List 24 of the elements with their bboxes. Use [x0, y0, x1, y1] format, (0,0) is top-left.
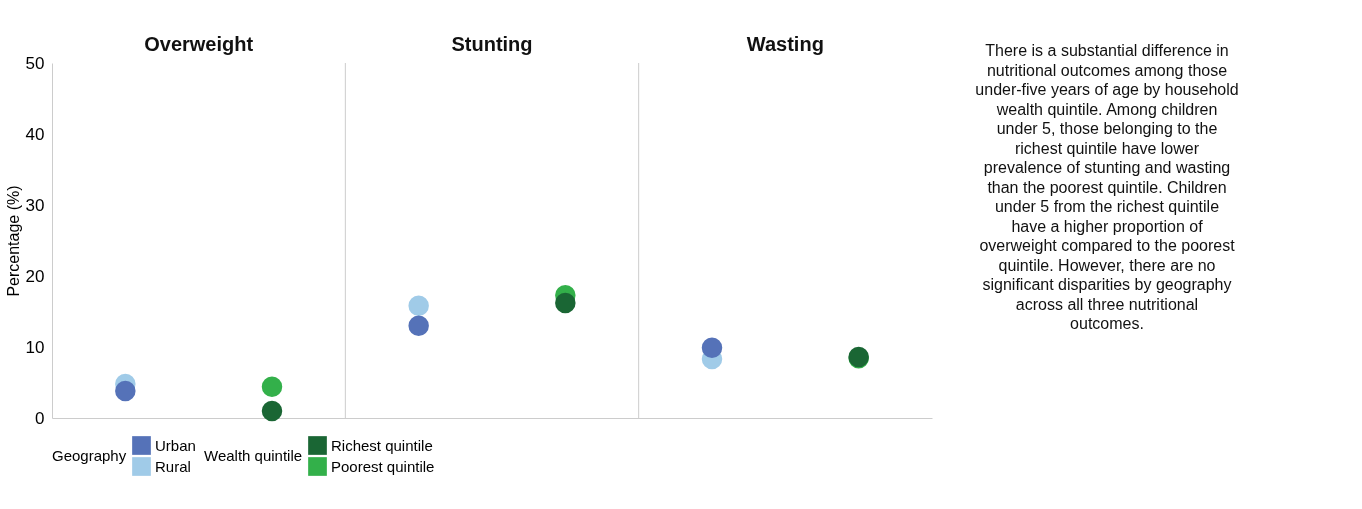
- y-axis-title: Percentage (%): [4, 185, 22, 297]
- point: [115, 380, 136, 402]
- legend-title: Geography: [52, 447, 127, 464]
- point: [555, 292, 576, 314]
- point: [408, 315, 429, 336]
- point: [261, 376, 283, 397]
- text: Overweight: [144, 33, 254, 55]
- legend-label: Urban: [155, 436, 196, 454]
- legend-label: Richest quintile: [331, 436, 433, 454]
- y-tick-label: 10: [25, 337, 45, 357]
- y-tick-label: 30: [25, 195, 45, 215]
- point: [408, 295, 429, 317]
- y-tick-label: 0: [35, 408, 45, 428]
- legend-label: Rural: [155, 457, 191, 475]
- point: [261, 400, 283, 422]
- y-tick-label: 20: [25, 266, 45, 286]
- text: Wasting: [746, 33, 824, 55]
- text: Wealth quintile: [204, 447, 303, 464]
- text: There is a substantial difference in nutritional outcomes among those under-five years of age by household wealth quintile. Among children under 5, those belonging to the richest quintile have lower prevalence of stunting and wasting than the poorest quintile. Children under 5 from the richest quintile have a higher proportion of overweight compared to the poorest quintile. However, there are no significant disparities by geography across all three nutritional outcomes.: [975, 42, 1239, 332]
- point: [701, 337, 723, 358]
- y-tick-label: 40: [25, 124, 45, 144]
- y-tick-label: 50: [25, 53, 45, 73]
- legend-label: Poorest quintile: [331, 457, 435, 475]
- text: Stunting: [451, 33, 533, 55]
